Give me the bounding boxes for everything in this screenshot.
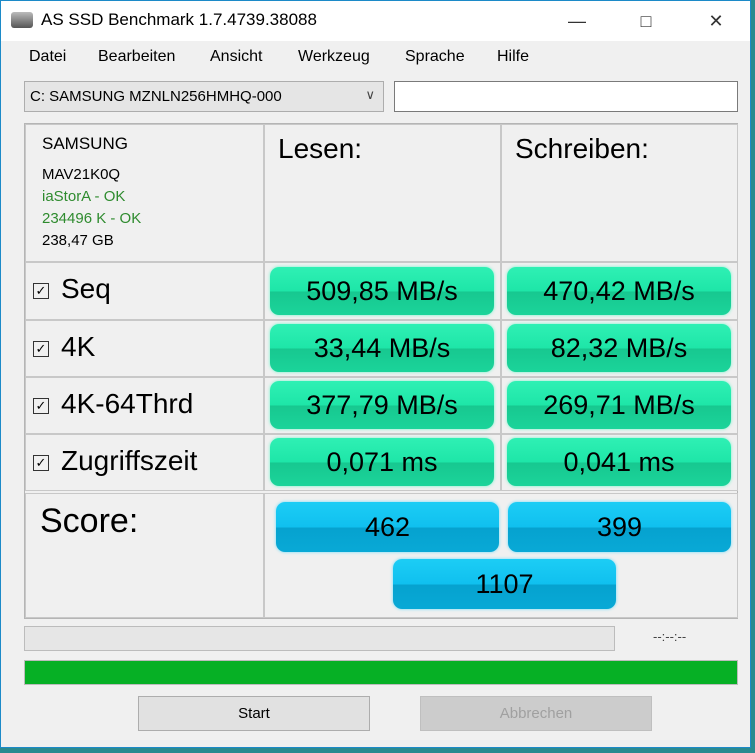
menu-werkzeug[interactable]: Werkzeug bbox=[298, 48, 370, 65]
access-read-cell: 0,071 ms bbox=[264, 434, 501, 491]
access-time-checkbox[interactable]: ✓ Zugriffszeit bbox=[33, 445, 197, 477]
4k-64thrd-checkbox[interactable]: ✓ 4K-64Thrd bbox=[33, 388, 193, 420]
read-header: Lesen: bbox=[278, 133, 363, 164]
write-header-cell: Schreiben: bbox=[501, 124, 738, 262]
score-label-cell: Score: bbox=[25, 493, 264, 618]
row-label: 4K bbox=[61, 331, 96, 362]
4k-write-cell: 82,32 MB/s bbox=[501, 320, 738, 377]
access-time-write-result: 0,041 ms bbox=[507, 438, 731, 486]
seq-read-result: 509,85 MB/s bbox=[270, 267, 494, 315]
row-seq: ✓ Seq bbox=[25, 262, 264, 320]
minimize-button[interactable]: — bbox=[568, 11, 586, 31]
checkbox-checked-icon: ✓ bbox=[33, 340, 49, 357]
overall-progress-bar bbox=[24, 660, 738, 685]
menu-hilfe[interactable]: Hilfe bbox=[497, 48, 530, 65]
read-header-cell: Lesen: bbox=[264, 124, 501, 262]
close-button[interactable]: ✕ bbox=[708, 11, 724, 31]
4k-write-result: 82,32 MB/s bbox=[507, 324, 731, 372]
results-grid: SAMSUNG MAV21K0Q iaStorA - OK 234496 K -… bbox=[24, 123, 738, 619]
score-read: 462 bbox=[276, 502, 499, 552]
score-panel: 462 399 1107 bbox=[264, 493, 738, 618]
row-4k-64thrd: ✓ 4K-64Thrd bbox=[25, 377, 264, 434]
4k-checkbox[interactable]: ✓ 4K bbox=[33, 331, 95, 363]
4k-64thrd-write-result: 269,71 MB/s bbox=[507, 381, 731, 429]
row-access-time: ✓ Zugriffszeit bbox=[25, 434, 264, 491]
chevron-down-icon: ∨ bbox=[365, 87, 375, 102]
seq-write-cell: 470,42 MB/s bbox=[501, 262, 738, 320]
start-button[interactable]: Start bbox=[138, 696, 370, 731]
4k-64thrd-write-cell: 269,71 MB/s bbox=[501, 377, 738, 434]
access-write-cell: 0,041 ms bbox=[501, 434, 738, 491]
drive-firmware: MAV21K0Q bbox=[42, 166, 121, 183]
4k-read-cell: 33,44 MB/s bbox=[264, 320, 501, 377]
4k-64thrd-read-cell: 377,79 MB/s bbox=[264, 377, 501, 434]
window-title: AS SSD Benchmark 1.7.4739.38088 bbox=[41, 10, 317, 29]
cancel-button[interactable]: Abbrechen bbox=[420, 696, 652, 731]
drive-info-panel: SAMSUNG MAV21K0Q iaStorA - OK 234496 K -… bbox=[25, 124, 264, 262]
drive-vendor: SAMSUNG bbox=[42, 134, 128, 153]
4k-64thrd-read-result: 377,79 MB/s bbox=[270, 381, 494, 429]
menu-ansicht[interactable]: Ansicht bbox=[210, 48, 263, 65]
driver-status: iaStorA - OK bbox=[42, 188, 126, 205]
elapsed-time: --:--:-- bbox=[653, 629, 687, 644]
access-time-read-result: 0,071 ms bbox=[270, 438, 494, 486]
menu-datei[interactable]: Datei bbox=[29, 48, 67, 65]
checkbox-checked-icon: ✓ bbox=[33, 397, 49, 414]
write-header: Schreiben: bbox=[515, 133, 649, 164]
score-total: 1107 bbox=[393, 559, 616, 609]
progress-fill bbox=[25, 661, 737, 684]
alignment-status: 234496 K - OK bbox=[42, 210, 142, 227]
drive-size: 238,47 GB bbox=[42, 232, 114, 249]
title-bar: AS SSD Benchmark 1.7.4739.38088 — □ ✕ bbox=[1, 1, 750, 41]
test-progress-bar bbox=[24, 626, 615, 651]
row-label: 4K-64Thrd bbox=[61, 388, 194, 419]
menu-sprache[interactable]: Sprache bbox=[405, 48, 465, 65]
drive-select[interactable]: C: SAMSUNG MZNLN256HMHQ-000 ∨ bbox=[24, 81, 384, 112]
seq-read-cell: 509,85 MB/s bbox=[264, 262, 501, 320]
drive-select-value: C: SAMSUNG MZNLN256HMHQ-000 bbox=[30, 88, 282, 105]
seq-write-result: 470,42 MB/s bbox=[507, 267, 731, 315]
drive-icon bbox=[11, 12, 33, 28]
row-label: Zugriffszeit bbox=[61, 445, 198, 476]
row-4k: ✓ 4K bbox=[25, 320, 264, 377]
score-label: Score: bbox=[40, 502, 139, 540]
text-field[interactable] bbox=[394, 81, 738, 112]
score-write: 399 bbox=[508, 502, 731, 552]
row-label: Seq bbox=[61, 273, 111, 304]
menu-bearbeiten[interactable]: Bearbeiten bbox=[98, 48, 176, 65]
maximize-button[interactable]: □ bbox=[640, 11, 652, 31]
4k-read-result: 33,44 MB/s bbox=[270, 324, 494, 372]
checkbox-checked-icon: ✓ bbox=[33, 454, 49, 471]
seq-checkbox[interactable]: ✓ Seq bbox=[33, 273, 111, 305]
checkbox-checked-icon: ✓ bbox=[33, 282, 49, 299]
